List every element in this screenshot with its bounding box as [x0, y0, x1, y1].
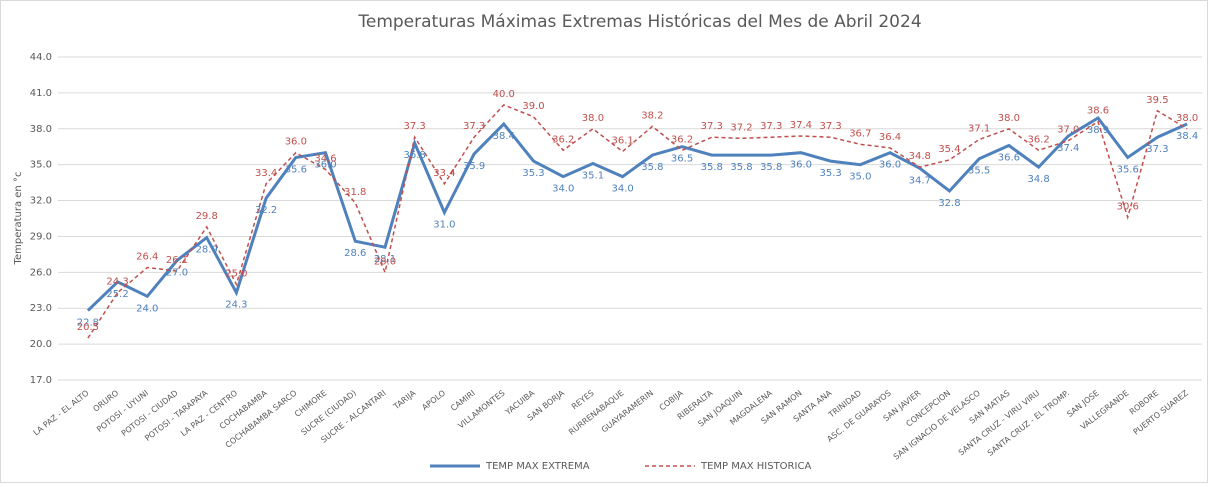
- data-label: 34.8: [1027, 174, 1049, 185]
- data-label: 37.3: [463, 121, 485, 132]
- data-label: 35.3: [819, 168, 841, 179]
- data-label: 35.6: [285, 164, 307, 175]
- data-label: 37.3: [1146, 144, 1168, 155]
- data-label: 38.4: [1176, 131, 1198, 142]
- y-tick-label: 41.0: [30, 88, 52, 99]
- legend-label: TEMP MAX HISTORICA: [700, 461, 811, 472]
- data-label: 38.2: [641, 110, 663, 121]
- data-label: 36.1: [612, 136, 634, 147]
- data-label: 28.9: [196, 245, 218, 256]
- data-label: 37.3: [819, 121, 841, 132]
- data-label: 25.2: [106, 289, 128, 300]
- data-label: 38.9: [1087, 125, 1109, 136]
- data-label: 33.4: [433, 168, 455, 179]
- series-line: [86, 116, 1188, 312]
- y-tick-label: 23.0: [30, 303, 52, 314]
- data-label: 24.0: [136, 303, 158, 314]
- data-label: 36.0: [790, 160, 812, 171]
- y-tick-label: 32.0: [30, 196, 52, 207]
- data-label: 29.8: [196, 211, 218, 222]
- data-label: 26.1: [166, 255, 188, 266]
- data-label: 35.9: [463, 161, 485, 172]
- data-label: 38.4: [493, 131, 515, 142]
- y-tick-label: 44.0: [30, 52, 52, 63]
- series-line: [87, 104, 1188, 339]
- y-axis-label: Temperatura en °c: [13, 172, 24, 266]
- data-label: 40.0: [493, 89, 515, 100]
- data-label: 34.6: [314, 153, 336, 164]
- data-label: 28.1: [374, 254, 396, 265]
- data-label: 25.0: [225, 268, 247, 279]
- data-label: 27.0: [166, 267, 188, 278]
- data-label: 39.0: [522, 101, 544, 112]
- data-label: 37.0: [1057, 125, 1079, 136]
- data-label: 35.5: [968, 166, 990, 177]
- data-label: 36.8: [404, 150, 426, 161]
- data-label: 31.0: [433, 220, 455, 231]
- data-label: 36.6: [998, 153, 1020, 164]
- data-label: 37.3: [760, 121, 782, 132]
- data-label: 24.3: [225, 300, 247, 311]
- legend-label: TEMP MAX EXTREMA: [485, 461, 590, 472]
- data-label: 37.2: [730, 122, 752, 133]
- data-label: 35.6: [1117, 164, 1139, 175]
- data-label: 32.2: [255, 205, 277, 216]
- data-label: 39.5: [1146, 95, 1168, 106]
- data-label: 36.0: [285, 137, 307, 148]
- data-label: 35.3: [522, 168, 544, 179]
- data-label: 36.2: [552, 134, 574, 145]
- data-label: 35.8: [760, 162, 782, 173]
- data-label: 38.6: [1087, 106, 1109, 117]
- data-label: 20.5: [77, 322, 99, 333]
- data-label: 30.6: [1117, 201, 1139, 212]
- data-label: 35.4: [938, 144, 960, 155]
- data-label: 26.0: [374, 256, 396, 267]
- data-label: 22.8: [77, 318, 99, 329]
- data-label: 37.3: [701, 121, 723, 132]
- data-label: 38.0: [582, 113, 604, 124]
- data-label: 36.7: [849, 128, 871, 139]
- data-label: 34.7: [909, 175, 931, 186]
- data-label: 24.3: [106, 277, 128, 288]
- data-label: 28.6: [344, 248, 366, 259]
- data-label: 38.0: [1176, 113, 1198, 124]
- data-label: 36.2: [1027, 134, 1049, 145]
- data-label: 32.8: [938, 198, 960, 209]
- data-label: 31.8: [344, 187, 366, 198]
- data-label: 35.8: [730, 162, 752, 173]
- y-tick-label: 26.0: [30, 267, 52, 278]
- data-label: 37.1: [968, 124, 990, 135]
- data-label: 35.8: [701, 162, 723, 173]
- y-tick-label: 20.0: [30, 339, 52, 350]
- data-label: 34.0: [612, 184, 634, 195]
- data-label: 33.4: [255, 168, 277, 179]
- data-label: 34.0: [552, 184, 574, 195]
- data-label: 34.8: [909, 151, 931, 162]
- data-label: 26.4: [136, 252, 158, 263]
- y-tick-label: 38.0: [30, 124, 52, 135]
- data-label: 35.8: [641, 162, 663, 173]
- chart-title: Temperaturas Máximas Extremas Históricas…: [357, 12, 921, 32]
- data-label: 36.4: [879, 132, 901, 143]
- data-label: 36.5: [671, 154, 693, 165]
- data-label: 37.3: [404, 121, 426, 132]
- y-tick-label: 35.0: [30, 160, 52, 171]
- data-label: 36.2: [671, 134, 693, 145]
- data-label: 35.0: [849, 172, 871, 183]
- data-label: 36.0: [314, 160, 336, 171]
- data-label: 38.0: [998, 113, 1020, 124]
- data-label: 35.1: [582, 170, 604, 181]
- y-tick-label: 17.0: [30, 375, 52, 386]
- y-tick-label: 29.0: [30, 231, 52, 242]
- data-label: 36.0: [879, 160, 901, 171]
- data-label: 37.4: [1057, 143, 1079, 154]
- data-label: 37.4: [790, 120, 812, 131]
